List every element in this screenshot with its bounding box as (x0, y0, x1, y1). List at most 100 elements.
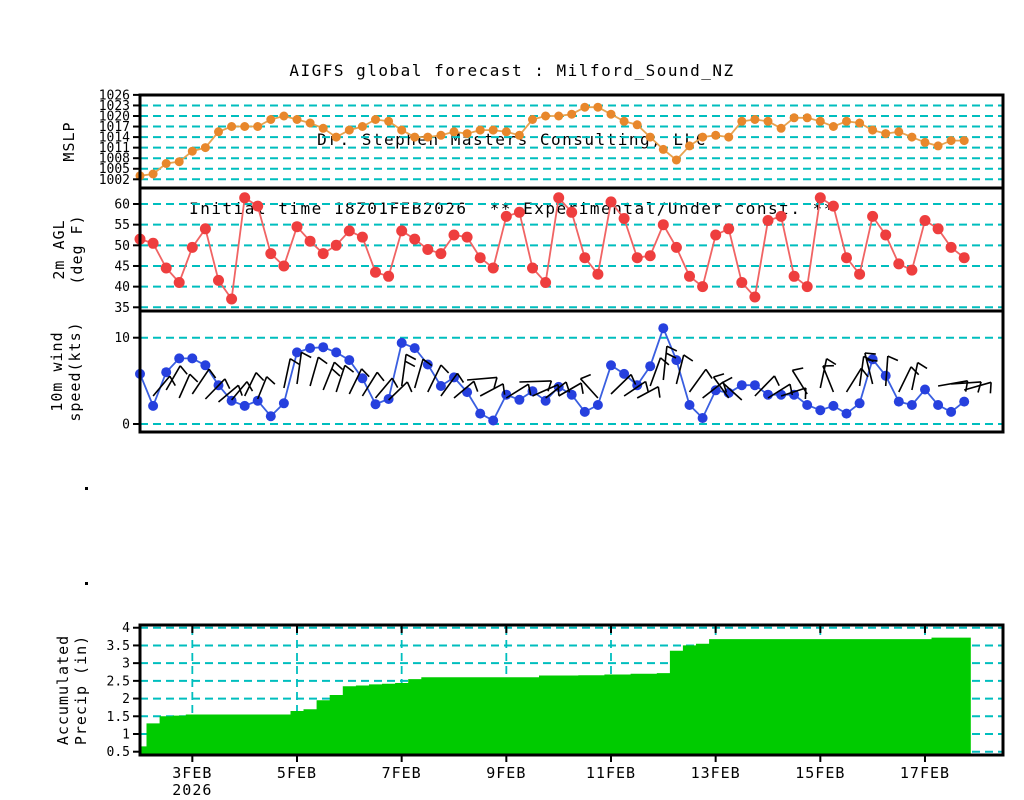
wind-data-point (867, 354, 878, 365)
mslp-series-dots (135, 102, 969, 181)
wind-data-point (540, 395, 551, 406)
wind-barb-staff (165, 365, 181, 391)
temp-data-point (396, 225, 408, 237)
wind-barb-tick (333, 361, 344, 371)
temp-series-dots (134, 192, 970, 305)
mslp-data-point (959, 136, 969, 146)
wind-barb-staff (217, 384, 239, 403)
mslp-axis-title: MSLP (60, 121, 78, 161)
mslp-data-point (240, 122, 250, 131)
wind-barb-staff (532, 383, 559, 397)
wind-barb-staff (819, 358, 828, 389)
wind-barb-staff (400, 354, 407, 387)
temp-data-point (265, 248, 277, 260)
mslp-data-point (292, 115, 302, 124)
wind-barb-staff (505, 383, 529, 399)
wind-data-point (592, 400, 603, 410)
wind-barb-staff (519, 380, 552, 383)
temp-data-point (226, 293, 238, 305)
wind-data-point (763, 389, 773, 400)
temp-data-point (605, 196, 617, 208)
wind-barb-tick (179, 365, 188, 375)
temp-data-point (932, 223, 944, 235)
temp-data-point (474, 252, 486, 264)
mslp-data-point (266, 115, 276, 124)
wind-barb-staff (579, 378, 599, 399)
mslp-data-point (632, 120, 642, 130)
wind-barb-staff (911, 362, 919, 391)
wind-barb-staff (348, 368, 363, 395)
mslp-data-point (907, 132, 917, 142)
wind-ytick-label: 0 (122, 418, 130, 433)
wind-barb-tick (683, 354, 694, 362)
mslp-data-point (815, 116, 825, 126)
temp-data-point (461, 231, 473, 243)
precip-panel-border (138, 623, 1005, 757)
wind-barb-tick (630, 374, 637, 385)
wind-panel: 0 10 10m wind speed(kts) (48, 309, 1005, 434)
mslp-data-point (397, 125, 407, 135)
temp-data-point (566, 206, 578, 218)
wind-data-point (606, 360, 616, 371)
mslp-data-point (567, 109, 577, 119)
mslp-data-point (724, 132, 734, 142)
wind-barb-staff (884, 356, 889, 387)
wind-barb-staff (467, 376, 498, 381)
temp-data-point (958, 252, 970, 264)
temp-data-point (173, 277, 185, 288)
temp-data-point (762, 215, 774, 226)
temp-ytick-label: 60 (114, 198, 130, 213)
wind-data-point (906, 400, 917, 410)
mslp-data-point (318, 123, 328, 133)
wind-data-point (749, 380, 760, 391)
wind-barb-staff (322, 361, 336, 391)
precip-ytick-label: 2.5 (107, 674, 130, 689)
mslp-data-point (462, 129, 472, 139)
mslp-data-point (828, 122, 838, 131)
temp-data-point (330, 239, 342, 251)
temp-data-point (841, 252, 852, 264)
wind-barb-staff (204, 378, 226, 400)
mslp-data-point (344, 125, 354, 135)
temp-data-point (291, 221, 303, 233)
wind-barb-staff (374, 377, 393, 399)
wind-data-point (396, 337, 407, 348)
wind-data-point (501, 389, 512, 400)
wind-axis-title: speed(kts) (66, 321, 84, 421)
temp-ytick-label: 35 (114, 301, 130, 316)
wind-barbs (152, 345, 992, 403)
mslp-data-point (737, 116, 747, 126)
wind-barb-tick (826, 358, 837, 366)
mslp-data-point (253, 122, 263, 131)
temp-data-point (644, 250, 656, 262)
wind-barb-staff (636, 385, 659, 399)
temp-axis-title: (deg F) (68, 214, 86, 284)
temp-data-point (527, 262, 538, 274)
precip-ytick-label: 1 (122, 727, 130, 742)
temp-data-point (540, 277, 552, 288)
wind-barb-tick (722, 376, 733, 384)
precip-panel: 0.5 1 1.5 2 2.5 3 3.5 4 Accumulated Precip (in) (54, 621, 1005, 760)
wind-barb-tick (866, 358, 878, 362)
wind-barb-staff (479, 383, 504, 397)
wind-barb-staff (623, 380, 647, 397)
wind-barb-tick (301, 351, 312, 359)
temp-data-point (827, 200, 839, 212)
mslp-data-point (148, 169, 158, 179)
wind-barb-tick (665, 352, 677, 359)
precip-area (140, 637, 971, 755)
mslp-ytick-label: 1023 (99, 99, 130, 114)
mslp-data-point (658, 144, 668, 154)
wind-data-point (697, 413, 708, 423)
mslp-data-point (305, 118, 315, 128)
temp-data-point (919, 215, 931, 226)
temp-data-point (684, 270, 695, 282)
temp-data-point (435, 248, 447, 260)
mslp-data-point (750, 115, 760, 124)
wind-data-point (370, 399, 381, 410)
wind-barb-staff (780, 387, 807, 397)
mslp-data-point (855, 118, 865, 128)
mslp-data-point (671, 155, 681, 165)
